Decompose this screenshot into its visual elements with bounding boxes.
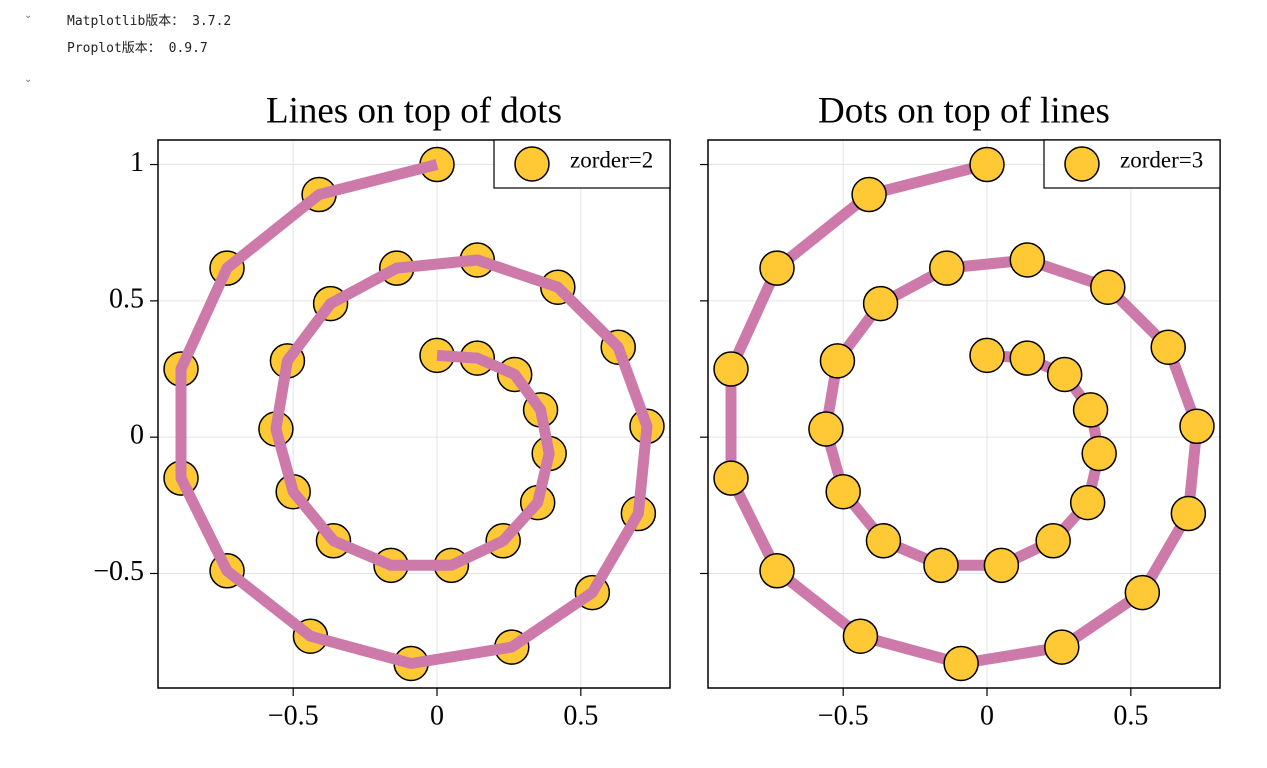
dot [713, 460, 749, 496]
dot [1170, 495, 1207, 532]
axes-frame [157, 139, 671, 689]
legend-marker [1064, 146, 1100, 182]
chart: Dots on top of lines −0.5 0 0.5 zorder=3 [700, 90, 1221, 731]
legend-label: zorder=2 [570, 147, 653, 172]
chart-title: Lines on top of dots [266, 90, 562, 131]
x-tick-label: −0.5 [268, 700, 319, 731]
y-tick-label: −0.5 [93, 556, 144, 587]
y-tick-label: 0 [130, 420, 144, 451]
dot [1009, 340, 1046, 376]
dot [1009, 242, 1046, 278]
dot [759, 553, 795, 589]
collapse-chevron[interactable]: ⌄ [24, 74, 33, 85]
dot [713, 351, 749, 387]
dot [923, 547, 959, 584]
dot [928, 250, 965, 286]
legend-marker [514, 146, 550, 182]
dot [825, 473, 861, 510]
x-tick-label: 0 [980, 700, 994, 731]
dot [1081, 435, 1117, 472]
dot [1150, 329, 1186, 365]
dot [759, 250, 795, 286]
dot [1035, 523, 1071, 559]
x-tick-label: 0.5 [1113, 700, 1148, 731]
output-line: Matplotlib版本： 3.7.2 [67, 14, 232, 29]
dot [1069, 484, 1106, 521]
y-tick-label: 0.5 [109, 283, 144, 314]
dot [808, 411, 844, 447]
line [175, 159, 653, 669]
axes-frame [707, 139, 1221, 689]
dot [969, 337, 1005, 374]
chart: Lines on top of dots −0.5 0 0.5 −0.5 0 0.5 1 zor… [93, 90, 671, 731]
dot [983, 547, 1020, 584]
dot [1072, 392, 1109, 428]
x-tick-label: −0.5 [818, 700, 869, 731]
dot [1044, 629, 1080, 665]
collapse-chevron[interactable]: ⌄ [24, 10, 33, 21]
dot [851, 176, 887, 213]
dot [1090, 269, 1126, 305]
output-line: Proplot版本： 0.9.7 [67, 41, 208, 56]
x-tick-label: 0.5 [563, 700, 598, 731]
legend-label: zorder=3 [1120, 147, 1203, 172]
y-tick-label: 1 [130, 147, 144, 178]
dot [969, 146, 1005, 183]
x-tick-label: 0 [430, 700, 444, 731]
dot [1046, 356, 1083, 393]
dot [842, 618, 879, 654]
dot [1124, 574, 1161, 611]
dot [865, 523, 902, 559]
dot [943, 645, 979, 682]
chart-title: Dots on top of lines [818, 90, 1110, 131]
dot [819, 343, 856, 379]
dot [1179, 408, 1215, 445]
dot [862, 285, 899, 322]
